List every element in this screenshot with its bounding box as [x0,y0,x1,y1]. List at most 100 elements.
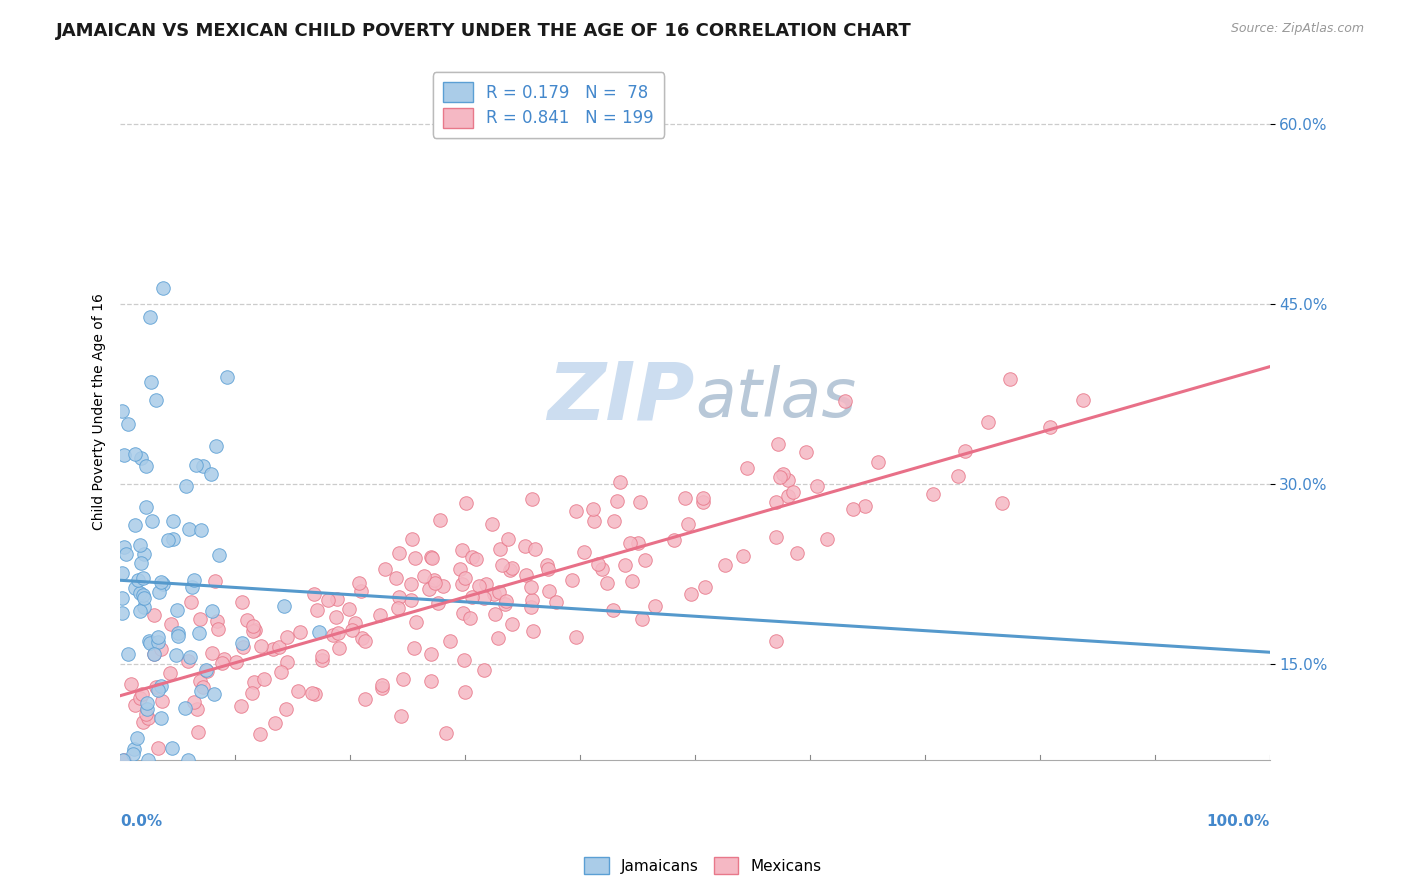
Point [124,518,146,533]
Point [519,580,541,594]
Point [308,625,330,640]
Point [167,626,190,640]
Point [135,459,157,474]
Point [127,573,149,587]
Point [977,416,1000,430]
Point [834,394,856,409]
Point [1073,393,1095,408]
Point [537,562,560,576]
Point [148,741,170,756]
Point [124,447,146,461]
Point [544,595,567,609]
Point [389,708,412,723]
Point [138,633,160,648]
Point [388,590,411,604]
Point [134,591,156,605]
Point [778,473,800,487]
Point [475,577,498,591]
Point [134,599,156,614]
Point [243,675,266,690]
Point [815,532,838,546]
Point [454,571,477,585]
Point [464,552,486,566]
Point [420,647,443,661]
Point [583,514,606,528]
Point [343,615,366,630]
Point [536,558,558,572]
Point [179,649,201,664]
Point [449,561,471,575]
Point [572,544,595,558]
Point [418,582,440,597]
Point [150,680,173,694]
Point [491,558,513,572]
Point [733,549,755,563]
Point [405,615,427,629]
Point [399,593,422,607]
Point [149,642,172,657]
Point [249,727,271,741]
Point [392,672,415,686]
Point [207,614,229,628]
Point [676,516,699,531]
Point [205,439,228,453]
Point [139,636,162,650]
Point [159,665,181,680]
Point [486,632,509,646]
Point [481,517,503,532]
Point [190,523,212,537]
Point [596,576,619,591]
Point [125,731,148,746]
Point [207,622,229,636]
Point [765,530,787,544]
Point [274,701,297,715]
Point [188,674,211,689]
Point [453,653,475,667]
Point [953,443,976,458]
Point [180,595,202,609]
Point [439,634,461,648]
Point [181,580,204,594]
Point [714,558,737,572]
Point [692,491,714,505]
Point [619,536,641,550]
Point [522,593,544,607]
Point [673,491,696,505]
Point [200,467,222,481]
Point [454,684,477,698]
Point [124,698,146,712]
Point [201,646,224,660]
Point [501,561,523,575]
Point [146,630,169,644]
Point [524,541,547,556]
Point [148,585,170,599]
Point [229,699,252,714]
Point [195,663,218,677]
Point [522,624,544,638]
Point [628,495,651,509]
Point [156,533,179,548]
Point [162,532,184,546]
Point [188,626,211,640]
Point [242,624,264,639]
Point [231,595,253,609]
Point [806,479,828,493]
Point [115,547,138,561]
Point [782,485,804,500]
Legend: R = 0.179   N =  78, R = 0.841   N = 199: R = 0.179 N = 78, R = 0.841 N = 199 [433,72,664,137]
Point [350,584,373,599]
Point [664,533,686,548]
Point [489,542,512,557]
Point [735,460,758,475]
Point [370,681,392,695]
Point [692,495,714,509]
Point [304,587,326,601]
Point [145,680,167,694]
Point [112,753,135,767]
Point [454,496,477,510]
Point [276,655,298,669]
Text: ZIP: ZIP [547,359,695,437]
Point [215,369,238,384]
Point [124,582,146,596]
Point [225,656,247,670]
